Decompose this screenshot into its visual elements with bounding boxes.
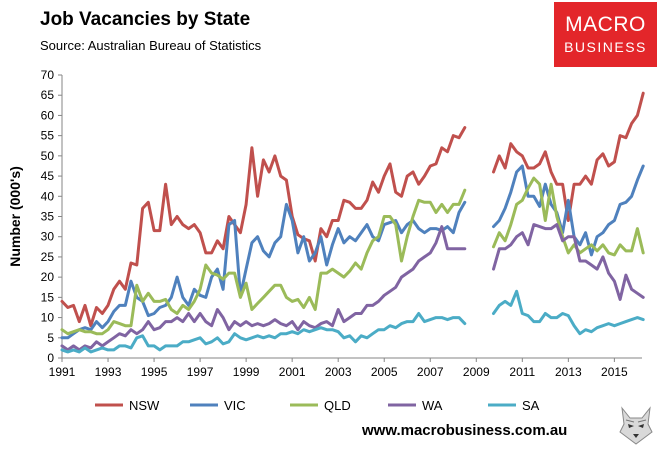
series-qld bbox=[60, 176, 645, 336]
series-line-wa bbox=[60, 225, 467, 352]
y-tick-label: 60 bbox=[41, 108, 55, 122]
logo-line-1: MACRO bbox=[565, 13, 646, 36]
chart-axes: 0 5 10 15 20 25 30 35 40 45 50 55 60 65 70 1991 1993 1995… bbox=[7, 68, 642, 379]
x-tick-label: 2011 bbox=[509, 365, 535, 379]
logo-line-2: BUSINESS bbox=[564, 39, 647, 55]
macrobusiness-logo: MACRO BUSINESS bbox=[554, 2, 657, 67]
x-tick-label: 2009 bbox=[463, 365, 490, 379]
x-tick-label: 2001 bbox=[279, 365, 306, 379]
legend-label-vic: VIC bbox=[224, 398, 246, 413]
chart-series bbox=[60, 91, 645, 354]
y-tick-label: 65 bbox=[41, 88, 55, 102]
legend-label-wa: WA bbox=[422, 398, 443, 413]
x-tick-label: 2003 bbox=[325, 365, 352, 379]
x-tick-label: 1995 bbox=[141, 365, 168, 379]
y-tick-label: 10 bbox=[41, 311, 55, 325]
legend-label-sa: SA bbox=[522, 398, 540, 413]
x-tick-label: 2007 bbox=[417, 365, 444, 379]
y-tick-label: 5 bbox=[47, 331, 54, 345]
legend-item-qld: QLD bbox=[290, 398, 351, 413]
series-line-qld bbox=[492, 176, 645, 257]
series-wa bbox=[60, 223, 645, 352]
y-tick-label: 0 bbox=[47, 351, 54, 365]
y-axis-label: Number (000's) bbox=[7, 166, 23, 267]
legend-item-nsw: NSW bbox=[95, 398, 160, 413]
website-url[interactable]: www.macrobusiness.com.au bbox=[362, 422, 568, 439]
y-tick-label: 50 bbox=[41, 149, 55, 163]
series-sa bbox=[60, 289, 645, 354]
y-tick-label: 55 bbox=[41, 129, 55, 143]
series-line-sa bbox=[492, 289, 645, 336]
series-line-nsw bbox=[60, 126, 467, 328]
wolf-mascot-icon bbox=[619, 406, 653, 445]
x-tick-label: 2015 bbox=[601, 365, 628, 379]
x-tick-label: 1997 bbox=[187, 365, 214, 379]
y-tick-label: 20 bbox=[41, 270, 55, 284]
x-tick-label: 2005 bbox=[371, 365, 398, 379]
series-nsw bbox=[60, 91, 645, 328]
series-line-sa bbox=[60, 312, 467, 354]
chart-legend: NSW VIC QLD WA SA bbox=[95, 398, 540, 413]
y-tick-label: 70 bbox=[41, 68, 55, 82]
x-tick-label: 1999 bbox=[233, 365, 260, 379]
x-tick-label: 1991 bbox=[49, 365, 76, 379]
y-tick-label: 25 bbox=[41, 250, 55, 264]
y-tick-label: 45 bbox=[41, 169, 55, 183]
series-line-wa bbox=[492, 223, 645, 301]
chart-subtitle: Source: Australian Bureau of Statistics bbox=[40, 38, 262, 53]
series-line-nsw bbox=[492, 91, 645, 222]
legend-label-qld: QLD bbox=[324, 398, 351, 413]
x-tick-label: 2013 bbox=[555, 365, 582, 379]
x-tick-label: 1993 bbox=[95, 365, 122, 379]
y-tick-label: 40 bbox=[41, 189, 55, 203]
series-line-qld bbox=[60, 188, 467, 336]
chart-title: Job Vacancies by State bbox=[40, 9, 251, 30]
legend-item-sa: SA bbox=[488, 398, 540, 413]
legend-label-nsw: NSW bbox=[129, 398, 160, 413]
legend-item-wa: WA bbox=[388, 398, 443, 413]
legend-item-vic: VIC bbox=[190, 398, 246, 413]
series-line-vic bbox=[60, 200, 467, 340]
y-tick-label: 35 bbox=[41, 210, 55, 224]
y-tick-label: 15 bbox=[41, 290, 55, 304]
y-tick-label: 30 bbox=[41, 230, 55, 244]
series-vic bbox=[60, 164, 645, 340]
series-line-vic bbox=[492, 164, 645, 257]
